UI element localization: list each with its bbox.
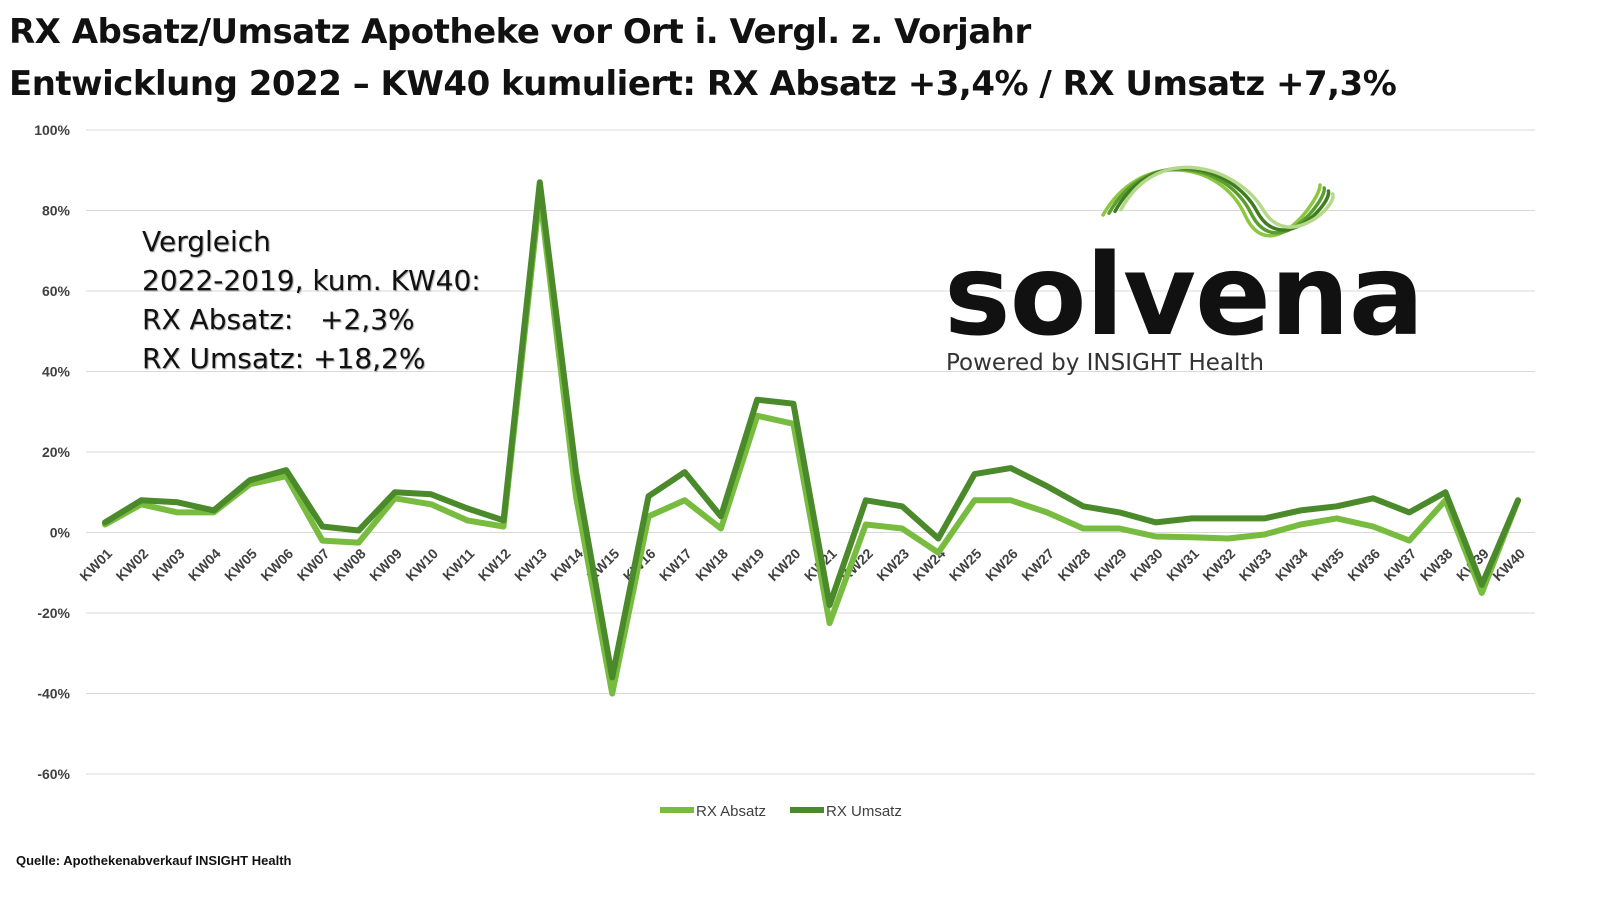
comparison-note: Vergleich 2022-2019, kum. KW40: RX Absat…: [142, 222, 481, 378]
x-tick-label: KW30: [1127, 545, 1166, 584]
x-tick-label: KW36: [1344, 545, 1383, 584]
x-tick-label: KW20: [765, 545, 804, 584]
x-tick-label: KW06: [257, 545, 296, 584]
x-tick-label: KW29: [1091, 545, 1130, 584]
x-tick-label: KW14: [547, 545, 586, 584]
x-tick-label: KW10: [402, 545, 441, 584]
x-tick-label: KW26: [982, 545, 1021, 584]
x-tick-label: KW37: [1381, 545, 1420, 584]
x-tick-label: KW08: [330, 545, 369, 584]
series-lines: [102, 179, 1521, 697]
legend-label: RX Umsatz: [826, 803, 902, 820]
y-tick-label: 100%: [34, 122, 70, 138]
x-tick-label: KW03: [149, 545, 188, 584]
y-tick-label: -60%: [37, 766, 70, 782]
x-tick-label: KW33: [1236, 545, 1275, 584]
x-tick-label: KW19: [728, 545, 767, 584]
y-tick-label: -20%: [37, 605, 70, 621]
x-tick-label: KW04: [185, 545, 224, 584]
solvena-logo-waves: [1101, 165, 1335, 238]
source-note: Quelle: Apothekenabverkauf INSIGHT Healt…: [16, 853, 292, 868]
logo-wave: [1107, 167, 1326, 235]
logo-tagline: Powered by INSIGHT Health: [946, 350, 1264, 376]
y-tick-label: -40%: [37, 686, 70, 702]
logo-wave: [1119, 165, 1335, 229]
x-tick-label: KW38: [1417, 545, 1456, 584]
note-line-2: 2022-2019, kum. KW40:: [142, 264, 481, 297]
y-tick-label: 20%: [42, 444, 71, 460]
solvena-wordmark: solvena: [944, 231, 1424, 361]
x-tick-label: KW01: [76, 545, 115, 584]
x-tick-label: KW11: [439, 545, 477, 583]
note-line-4: RX Umsatz: +18,2%: [142, 342, 426, 375]
x-tick-label: KW13: [511, 545, 550, 584]
legend-label: RX Absatz: [696, 803, 766, 820]
x-tick-label: KW18: [692, 545, 731, 584]
y-tick-label: 40%: [42, 364, 71, 380]
x-tick-label: KW32: [1199, 545, 1238, 584]
note-line-1: Vergleich: [142, 225, 271, 258]
x-tick-label: KW23: [873, 545, 912, 584]
chart-title: RX Absatz/Umsatz Apotheke vor Ort i. Ver…: [9, 12, 1031, 52]
x-tick-label: KW25: [946, 545, 985, 584]
x-tick-label: KW07: [294, 545, 333, 584]
x-tick-label: KW34: [1272, 545, 1311, 584]
x-tick-label: KW12: [475, 545, 514, 584]
series-line-rx-umsatz: [102, 179, 1521, 681]
y-tick-label: 0%: [50, 525, 71, 541]
chart-subtitle: Entwicklung 2022 – KW40 kumuliert: RX Ab…: [9, 64, 1397, 104]
x-tick-label: KW09: [366, 545, 405, 584]
x-tick-label: KW02: [113, 545, 152, 584]
x-tick-label: KW31: [1163, 545, 1202, 584]
x-tick-label: KW17: [656, 545, 695, 584]
x-tick-label: KW27: [1018, 545, 1057, 584]
x-tick-label: KW35: [1308, 545, 1347, 584]
note-line-3: RX Absatz: +2,3%: [142, 303, 415, 336]
x-tick-label: KW28: [1055, 545, 1094, 584]
y-tick-label: 60%: [42, 283, 71, 299]
gridlines: [86, 129, 1535, 775]
y-tick-label: 80%: [42, 203, 71, 219]
series-line-rx-absatz: [102, 191, 1521, 697]
y-axis-ticks: -60% -40% -20% 0% 20% 40% 60% 80% 100%: [34, 122, 70, 782]
legend: RX Absatz RX Umsatz: [660, 803, 902, 820]
x-axis-ticks: KW01KW02KW03KW04KW05KW06KW07KW08KW09KW10…: [76, 545, 1528, 584]
x-tick-label: KW05: [221, 545, 260, 584]
